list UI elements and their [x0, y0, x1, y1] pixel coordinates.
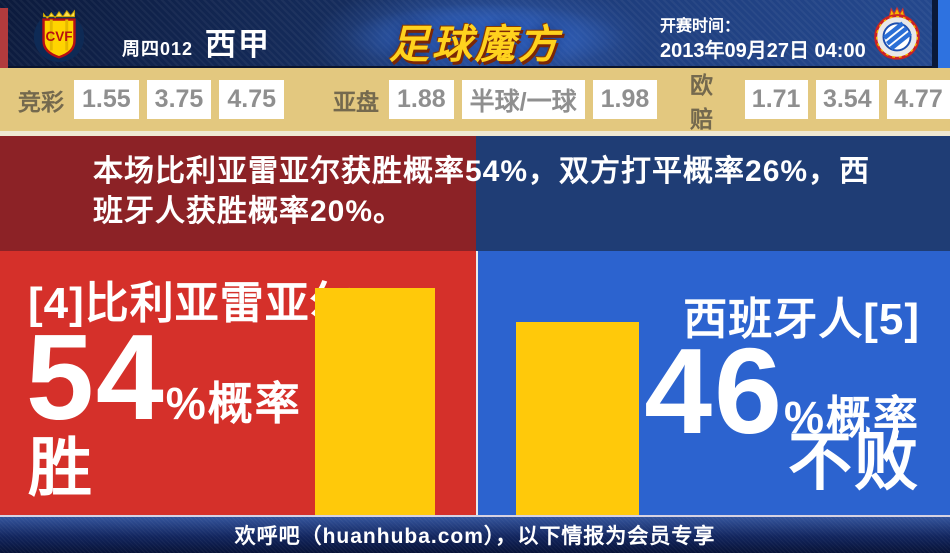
- odds-label-oupei: 欧赔: [690, 71, 713, 132]
- away-probability-suffix: %概率: [783, 392, 920, 443]
- kickoff-info: 开赛时间： 2013年09月27日 04:00: [660, 16, 866, 65]
- right-accent-strip: [938, 0, 950, 68]
- home-probability-suffix: %概率: [165, 378, 302, 429]
- away-team-panel: 西班牙人[5] 46 %概率 不败: [478, 251, 950, 515]
- svg-text:CVF: CVF: [45, 29, 72, 44]
- odds-handicap-box: 半球/一球: [461, 80, 585, 119]
- odds-label-jingcai: 竞彩: [18, 88, 64, 115]
- match-title: 周四012 西甲: [122, 19, 271, 64]
- odds-label-yapan: 亚盘: [333, 88, 379, 115]
- odds-group-oupei: 欧赔 1.71 3.54 4.77: [690, 68, 950, 132]
- league-name: 西甲: [205, 27, 272, 62]
- odds-bar: 竞彩 1.55 3.75 4.75 亚盘 1.88 半球/一球 1.98 欧赔 …: [0, 68, 950, 132]
- footer-text: 欢呼吧（huanhuba.com），以下情报为会员专享: [234, 525, 716, 548]
- probability-summary-band: 本场比利亚雷亚尔获胜概率54%，双方打平概率26%，西班牙人获胜概率20%。: [0, 136, 950, 251]
- separator-line: [0, 131, 950, 136]
- away-probability-bar: [516, 322, 639, 515]
- home-team-name: [4]比利亚雷亚尔: [28, 279, 355, 328]
- home-probability: 54 %概率: [26, 313, 302, 441]
- odds-value-box: 1.71: [744, 80, 808, 119]
- odds-value-box: 1.55: [74, 80, 139, 119]
- villarreal-crest-icon: CVF: [33, 9, 85, 63]
- odds-value-box: 1.88: [389, 80, 454, 119]
- odds-value-box: 4.77: [886, 80, 950, 119]
- left-accent-strip: [0, 8, 8, 68]
- summary-bg-navy: [476, 136, 950, 251]
- away-probability: 46 %概率: [644, 327, 920, 455]
- odds-value-box: 3.75: [146, 80, 212, 119]
- probability-summary-text: 本场比利亚雷亚尔获胜概率54%，双方打平概率26%，西班牙人获胜概率20%。: [93, 155, 871, 228]
- away-team-name: 西班牙人[5]: [683, 295, 920, 344]
- odds-value-box: 1.98: [592, 80, 658, 119]
- kickoff-time: 2013年09月27日 04:00: [660, 39, 866, 62]
- panel-divider: [476, 251, 478, 515]
- away-outcome-label: 不败: [788, 426, 920, 498]
- summary-bg-maroon: [0, 136, 476, 251]
- odds-group-yapan: 亚盘 1.88 半球/一球 1.98: [333, 68, 658, 131]
- match-number: 周四012: [122, 39, 194, 59]
- away-probability-value: 46: [644, 323, 784, 459]
- home-outcome-label: 胜: [28, 432, 94, 504]
- right-strip-gap: [932, 0, 938, 68]
- comparison-band: [4]比利亚雷亚尔 54 %概率 胜 西班牙人[5] 46 %概率 不败: [0, 251, 950, 515]
- home-probability-bar: [315, 288, 435, 515]
- match-header: CVF 周四012 西甲 足球魔方 开赛时间： 2013年09月27日 04:0…: [0, 0, 950, 68]
- home-team-panel: [4]比利亚雷亚尔 54 %概率 胜: [0, 251, 476, 515]
- home-probability-value: 54: [26, 309, 166, 445]
- logo-glow: [340, 2, 630, 66]
- odds-group-jingcai: 竞彩 1.55 3.75 4.75: [18, 68, 285, 131]
- kickoff-label: 开赛时间：: [660, 18, 741, 35]
- site-logo: 足球魔方: [389, 23, 561, 67]
- odds-value-box: 4.75: [219, 80, 285, 119]
- espanyol-crest-icon: [874, 6, 920, 60]
- odds-value-box: 3.54: [815, 80, 879, 119]
- footer-banner: 欢呼吧（huanhuba.com），以下情报为会员专享: [0, 515, 950, 553]
